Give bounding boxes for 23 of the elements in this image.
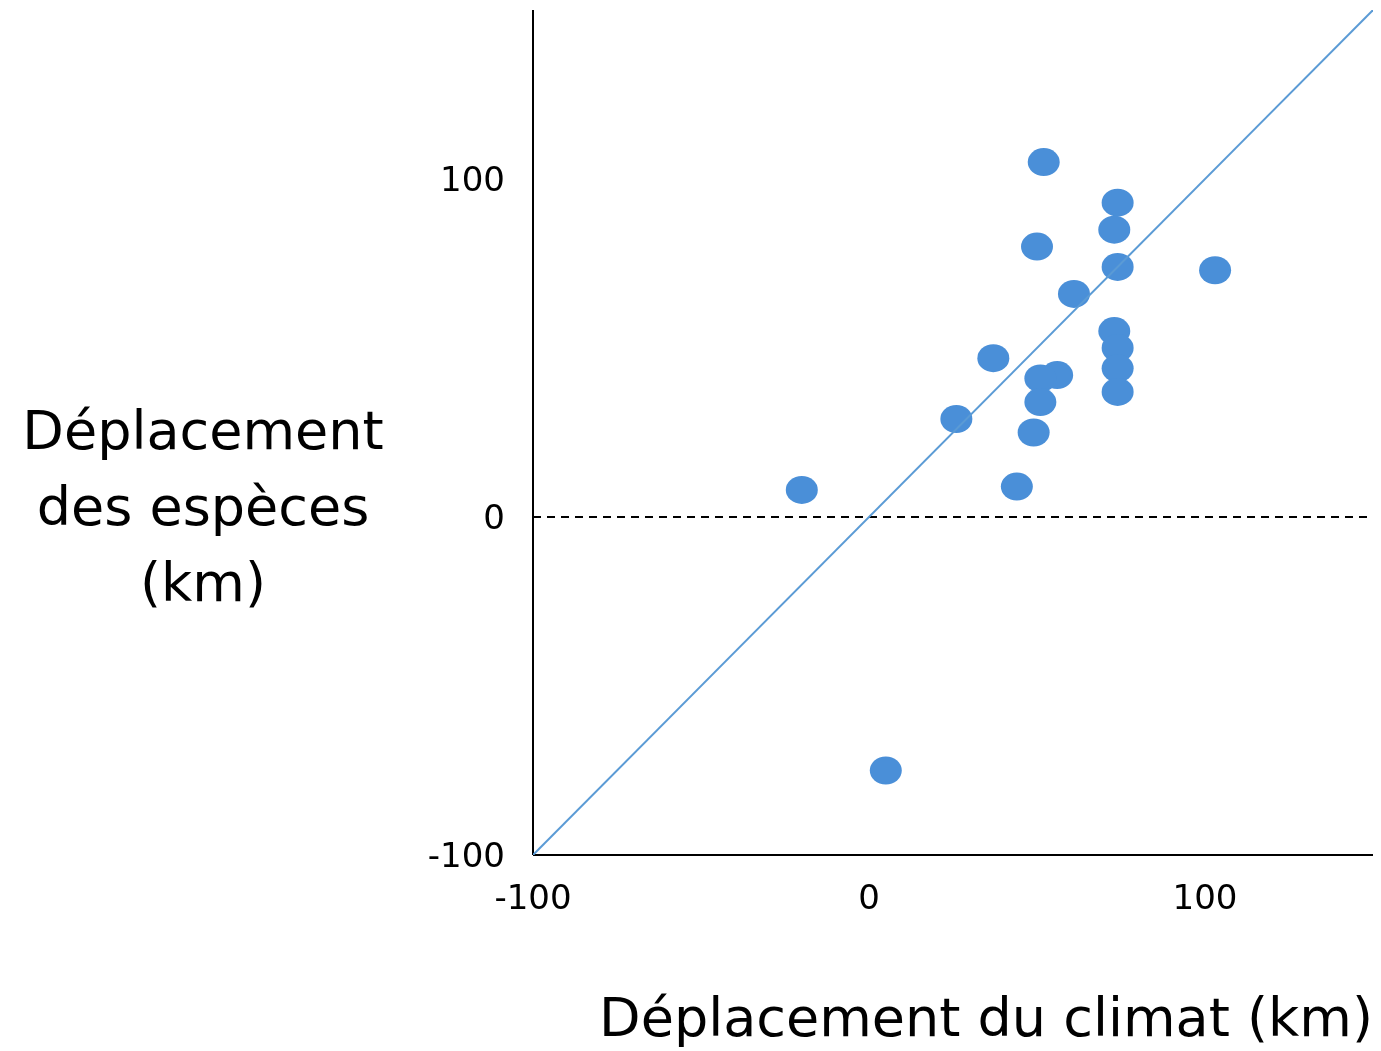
point [1017,418,1050,447]
y-tick-label: 100 [440,159,505,200]
x-tick-label: 0 [858,877,880,918]
point [1027,148,1060,177]
x-tick-label: 100 [1172,877,1238,918]
y-axis-title: Déplacement des espèces (km) [21,398,385,616]
point [1101,377,1134,406]
y-tick-label: -100 [427,835,505,876]
point [940,404,973,433]
point [1098,215,1131,244]
point [1101,188,1134,217]
point [785,475,818,504]
point [1000,472,1033,501]
point [977,344,1010,373]
point [1101,252,1134,281]
x-axis-title: Déplacement du climat (km) [599,986,1373,1049]
point [1199,256,1232,285]
point [1057,279,1090,308]
y-tick-label: 0 [483,497,505,538]
point [869,756,902,785]
point [1021,232,1053,261]
point [1024,388,1057,417]
x-tick-label: -100 [494,877,572,918]
